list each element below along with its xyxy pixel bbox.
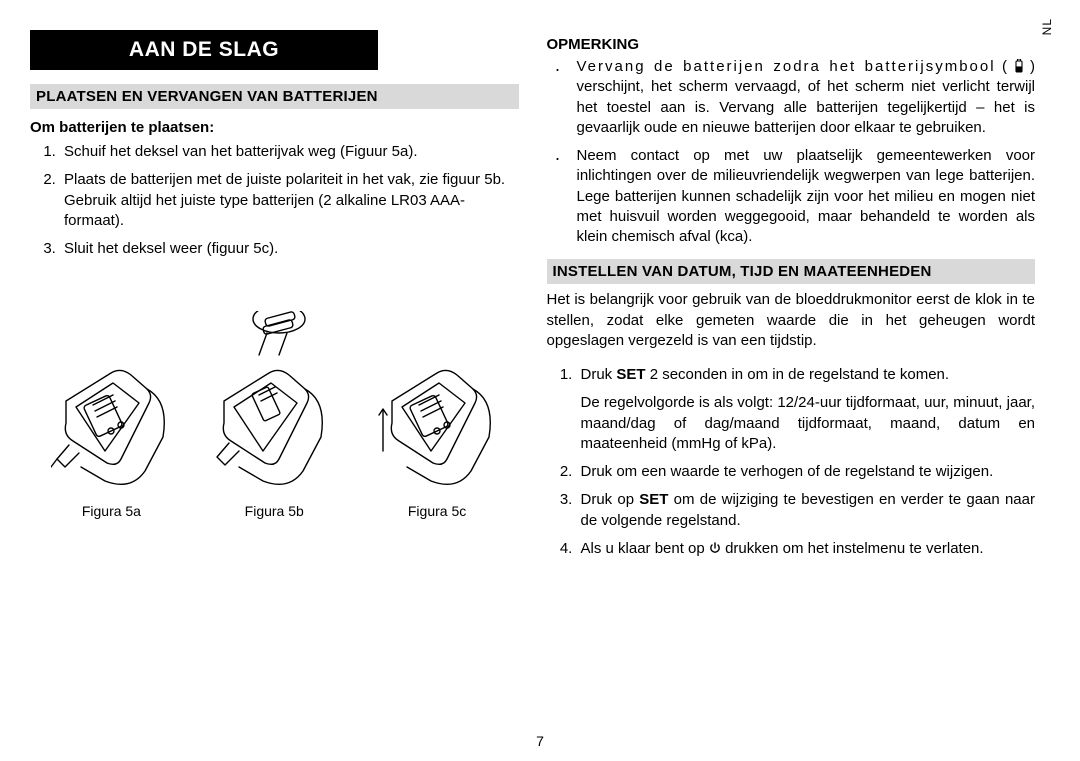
battery-icon [1014, 59, 1024, 73]
step-1: Schuif het deksel van het batterijvak we… [60, 142, 519, 162]
step3-text-a: Druk op [581, 491, 640, 508]
figure-5c: Figura 5c [362, 341, 512, 519]
step1-set-key: SET [616, 366, 645, 383]
step4-text-b: drukken om het instelmenu te verlaten. [725, 540, 983, 557]
setup-step-3: Druk op SET om de wijziging te bevestige… [577, 490, 1036, 531]
subhead-install: Om batterijen te plaatsen: [30, 119, 519, 136]
step1-text-b: 2 seconden in om in de regelstand te kom… [646, 366, 950, 383]
intro-paragraph: Het is belangrijk voor gebruik van de bl… [547, 290, 1036, 351]
section-heading-datetime: INSTELLEN VAN DATUM, TIJD EN MAATEENHEDE… [547, 259, 1036, 284]
step-2: Plaats de batterijen met de juiste polar… [60, 170, 519, 231]
section-heading-batteries: PLAATSEN EN VERVANGEN VAN BATTERIJEN [30, 84, 519, 109]
note-list: Vervang de batterijen zodra het batterij… [547, 57, 1036, 247]
note-1-paren-open: ( [1002, 58, 1007, 75]
setup-step-2: Druk om een waarde te verhogen of de reg… [577, 462, 1036, 482]
battery-steps-list: Schuif het deksel van het batterijvak we… [30, 142, 519, 259]
figure-caption-a: Figura 5a [82, 503, 141, 519]
figure-row: Figura 5a [30, 299, 519, 519]
step4-text-a: Als u klaar bent op [581, 540, 709, 557]
note-1: Vervang de batterijen zodra het batterij… [547, 57, 1036, 138]
figure-caption-c: Figura 5c [408, 503, 466, 519]
power-icon [709, 542, 721, 554]
note-2: Neem contact op met uw plaatselijk gemee… [547, 146, 1036, 247]
language-tab: NL [1040, 18, 1054, 35]
left-column: AAN DE SLAG PLAATSEN EN VERVANGEN VAN BA… [30, 30, 519, 710]
page-title: AAN DE SLAG [30, 30, 378, 70]
device-illustration-a [51, 341, 171, 491]
note-1-pre: Vervang de batterijen zodra het batterij… [577, 58, 996, 75]
setup-steps-list: Druk SET 2 seconden in om in de regelsta… [547, 365, 1036, 559]
figure-5a: Figura 5a [36, 341, 186, 519]
device-illustration-b [209, 311, 339, 491]
figure-caption-b: Figura 5b [245, 503, 304, 519]
note-heading: OPMERKING [547, 36, 1036, 53]
step3-set-key: SET [639, 491, 668, 508]
page-number: 7 [0, 733, 1080, 749]
right-column: OPMERKING Vervang de batterijen zodra he… [547, 30, 1036, 710]
setup-step-4: Als u klaar bent op drukken om het inste… [577, 539, 1036, 559]
setup-step-1: Druk SET 2 seconden in om in de regelsta… [577, 365, 1036, 454]
step-3: Sluit het deksel weer (figuur 5c). [60, 239, 519, 259]
step1-followup: De regelvolgorde is als volgt: 12/24-uur… [581, 393, 1036, 454]
step1-text-a: Druk [581, 366, 617, 383]
figure-5b: Figura 5b [199, 311, 349, 519]
device-illustration-c [377, 341, 497, 491]
